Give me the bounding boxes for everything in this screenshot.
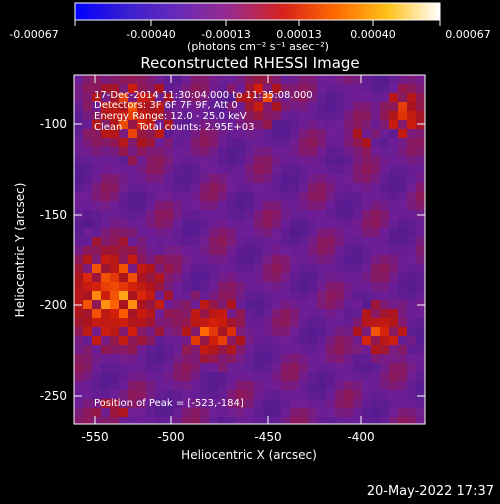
- colorbar-tick-label: 0.00013: [276, 28, 322, 41]
- info-line-time-range: 17-Dec-2014 11:30:04.000 to 11:35:08.000: [94, 90, 313, 101]
- footer-timestamp: 20-May-2022 17:37: [367, 484, 494, 499]
- reconstructed-image: [74, 75, 425, 424]
- x-tick-label: -450: [254, 430, 281, 444]
- info-line-detectors: Detectors: 3F 6F 7F 9F, Att 0: [94, 100, 238, 111]
- info-line-energy-range: Energy Range: 12.0 - 25.0 keV: [94, 111, 247, 122]
- plot-frame: [73, 74, 426, 425]
- y-axis-label: Heliocentric Y (arcsec): [13, 183, 27, 318]
- colorbar-tick-label: 0.00040: [350, 28, 396, 41]
- info-line-clean-counts: Clean Total counts: 2.95E+03: [94, 122, 254, 133]
- peak-position-label: Position of Peak = [-523,-184]: [94, 398, 244, 409]
- y-tick-label: -200: [40, 298, 67, 312]
- x-tick-label: -500: [157, 430, 184, 444]
- colorbar-tick-label: -0.00013: [201, 28, 250, 41]
- y-tick-label: -150: [40, 208, 67, 222]
- axis-ticks: [74, 75, 425, 424]
- colorbar-ticks: [74, 20, 441, 26]
- x-tick-label: -400: [347, 430, 374, 444]
- colorbar-tick-label: -0.00040: [126, 28, 175, 41]
- colorbar-unit-label: (photons cm⁻² s⁻¹ asec⁻²): [187, 40, 329, 53]
- colorbar: [74, 2, 441, 21]
- colorbar-tick-label: 0.00067: [445, 28, 491, 41]
- plot-title: Reconstructed RHESSI Image: [140, 54, 359, 72]
- x-axis-label: Heliocentric X (arcsec): [181, 448, 317, 462]
- y-tick-label: -250: [40, 389, 67, 403]
- x-tick-label: -550: [81, 430, 108, 444]
- colorbar-tick-label: -0.00067: [9, 28, 58, 41]
- y-tick-label: -100: [40, 117, 67, 131]
